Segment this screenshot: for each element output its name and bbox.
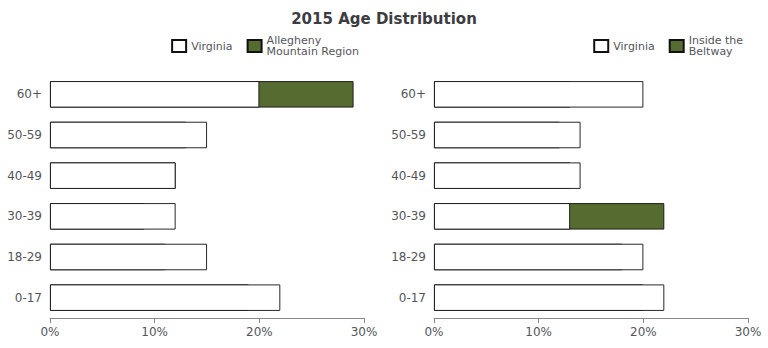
svg-text:30-39: 30-39 [7, 209, 42, 223]
svg-text:0-17: 0-17 [15, 291, 42, 305]
svg-text:30-39: 30-39 [391, 209, 426, 223]
svg-text:Beltway: Beltway [689, 45, 733, 58]
svg-text:30%: 30% [735, 325, 762, 339]
svg-text:0-17: 0-17 [399, 291, 426, 305]
svg-text:Inside the: Inside the [688, 34, 743, 47]
svg-text:40-49: 40-49 [391, 169, 426, 183]
svg-text:30%: 30% [351, 325, 378, 339]
svg-text:0%: 0% [424, 325, 443, 339]
svg-text:10%: 10% [525, 325, 552, 339]
svg-text:Virginia: Virginia [191, 40, 232, 53]
svg-text:Virginia: Virginia [613, 40, 654, 53]
svg-text:50-59: 50-59 [7, 128, 42, 142]
svg-text:Allegheny: Allegheny [266, 34, 322, 47]
svg-text:2015 Age Distribution: 2015 Age Distribution [291, 10, 477, 28]
svg-text:50-59: 50-59 [391, 128, 426, 142]
svg-text:60+: 60+ [17, 87, 42, 101]
svg-text:60+: 60+ [401, 87, 426, 101]
svg-text:10%: 10% [141, 325, 168, 339]
svg-text:0%: 0% [40, 325, 59, 339]
svg-text:18-29: 18-29 [7, 250, 42, 264]
svg-text:20%: 20% [630, 325, 657, 339]
svg-text:Mountain Region: Mountain Region [267, 45, 359, 58]
svg-text:18-29: 18-29 [391, 250, 426, 264]
svg-text:20%: 20% [246, 325, 273, 339]
svg-text:40-49: 40-49 [7, 169, 42, 183]
